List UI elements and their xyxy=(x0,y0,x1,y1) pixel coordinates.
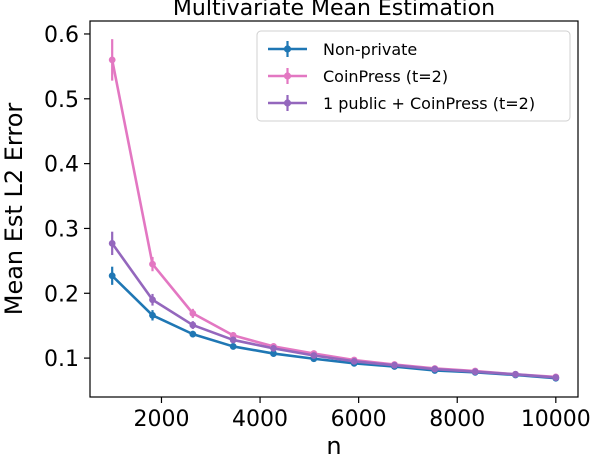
data-point xyxy=(108,239,116,247)
legend-label: CoinPress (t=2) xyxy=(323,67,448,86)
x-tick-label: 6000 xyxy=(331,407,387,432)
series-line xyxy=(111,242,556,379)
legend-label: 1 public + CoinPress (t=2) xyxy=(323,94,535,113)
chart-title: Multivariate Mean Estimation xyxy=(173,0,495,21)
data-point xyxy=(391,361,398,369)
series-lines xyxy=(110,59,556,380)
legend-box xyxy=(256,30,571,122)
data-point xyxy=(149,311,156,319)
plot-frame xyxy=(89,20,579,398)
data-point xyxy=(149,260,156,268)
data-point xyxy=(431,365,439,373)
series-markers xyxy=(108,56,560,382)
legend-marker xyxy=(283,45,292,53)
data-point xyxy=(270,344,277,352)
plot-area xyxy=(89,20,579,398)
x-tick-label: 10000 xyxy=(521,407,591,432)
data-point xyxy=(108,56,116,64)
legend-marker xyxy=(283,99,292,107)
axis-ticks: 2000 4000 6000 8000 10000 0.1 0.2 0.3 0.4 0.5 0.6 xyxy=(44,23,591,432)
data-point xyxy=(108,272,116,280)
data-point xyxy=(512,370,519,378)
data-point xyxy=(149,296,156,304)
data-point xyxy=(189,309,197,317)
series-line xyxy=(111,274,556,380)
data-point xyxy=(471,368,479,376)
y-tick-label: 0.6 xyxy=(44,23,79,48)
y-axis-label: Mean Est L2 Error xyxy=(0,103,28,316)
legend: Non-private CoinPress (t=2) 1 public + Coi… xyxy=(256,30,571,122)
data-point xyxy=(189,321,197,329)
x-tick-label: 2000 xyxy=(133,407,189,432)
data-point xyxy=(189,330,197,338)
y-tick-label: 0.2 xyxy=(44,282,79,307)
x-axis-label: n xyxy=(326,432,341,458)
x-tick-label: 4000 xyxy=(232,407,288,432)
data-point xyxy=(229,343,237,350)
legend-marker xyxy=(283,72,292,80)
data-point xyxy=(552,374,560,381)
y-tick-label: 0.5 xyxy=(44,88,79,113)
y-tick-label: 0.3 xyxy=(44,217,79,242)
data-point xyxy=(310,352,318,359)
data-point xyxy=(229,336,237,344)
y-tick-label: 0.4 xyxy=(44,153,79,178)
x-tick-label: 8000 xyxy=(429,407,485,432)
y-tick-label: 0.1 xyxy=(44,347,79,372)
legend-label: Non-private xyxy=(323,40,417,59)
data-point xyxy=(350,357,358,365)
data-point xyxy=(270,350,277,357)
